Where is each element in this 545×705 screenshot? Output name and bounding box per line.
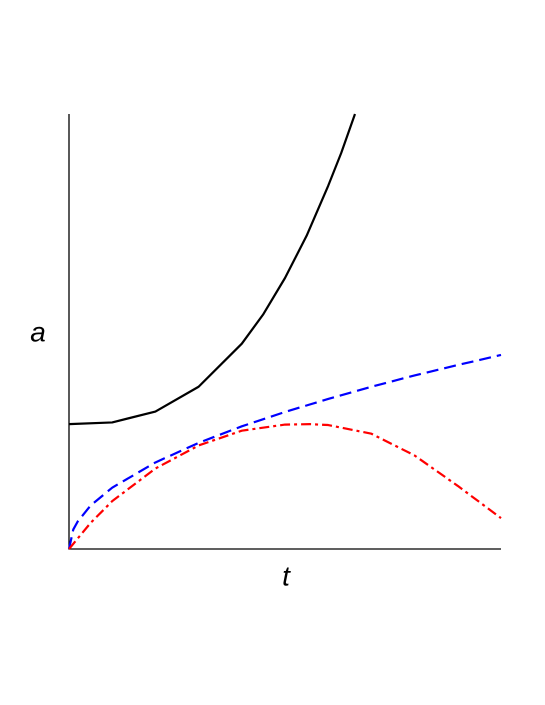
line-series	[68, 423, 502, 550]
y-axis-label: a	[30, 316, 46, 347]
x-axis-label: t	[282, 560, 291, 591]
line-series	[67, 353, 502, 550]
line-series	[68, 113, 357, 426]
